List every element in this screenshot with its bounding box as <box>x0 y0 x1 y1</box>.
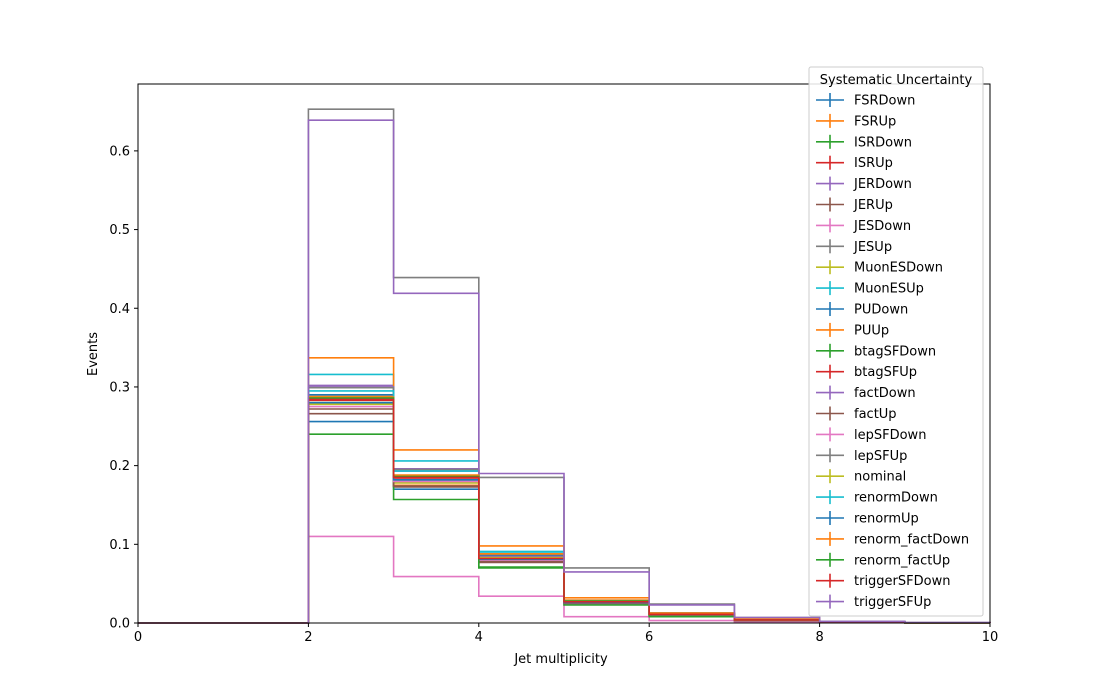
x-axis-label: Jet multiplicity <box>513 652 608 667</box>
y-tick-label: 0.1 <box>109 538 130 553</box>
legend-label: btagSFUp <box>854 365 917 380</box>
legend-label: triggerSFUp <box>854 595 931 610</box>
legend-item: factDown <box>816 385 916 401</box>
legend-box <box>808 66 984 617</box>
legend-item: triggerSFDown <box>816 573 950 589</box>
legend-item: PUDown <box>816 302 908 318</box>
legend-item: triggerSFUp <box>816 594 931 610</box>
legend-label: renormDown <box>854 491 938 506</box>
legend-entries: FSRDown FSRUp ISRDown ISRUp JERDown JERUp JESD… <box>816 93 969 610</box>
legend-item: renormDown <box>816 490 938 506</box>
legend-label: renorm_factDown <box>854 532 969 547</box>
legend-item: ISRDown <box>816 134 912 150</box>
legend-item: factUp <box>816 406 897 422</box>
legend-label: MuonESUp <box>854 282 924 297</box>
y-tick-label: 0.2 <box>109 459 130 474</box>
legend-label: JERDown <box>853 177 912 192</box>
legend-label: renormUp <box>854 512 919 527</box>
legend-item: JERDown <box>816 176 912 192</box>
legend-item: JESUp <box>816 239 892 255</box>
x-tick-label: 6 <box>645 630 653 645</box>
x-tick-label: 0 <box>134 630 142 645</box>
legend-item: lepSFUp <box>816 448 907 464</box>
legend-label: PUDown <box>854 303 908 318</box>
legend-label: FSRUp <box>854 114 896 129</box>
legend-label: JESUp <box>853 240 892 255</box>
legend-item: ISRUp <box>816 155 893 171</box>
legend-item: lepSFDown <box>816 427 926 443</box>
x-tick-label: 2 <box>304 630 312 645</box>
legend-item: btagSFUp <box>816 364 917 380</box>
x-tick-label: 8 <box>815 630 823 645</box>
y-tick-label: 0.0 <box>109 617 130 632</box>
y-tick-label: 0.3 <box>109 380 130 395</box>
legend-label: factDown <box>854 386 916 401</box>
legend-label: nominal <box>854 470 906 485</box>
legend-item: PUUp <box>816 322 889 338</box>
legend-item: FSRUp <box>816 113 896 129</box>
legend-label: PUUp <box>854 323 889 338</box>
legend-item: btagSFDown <box>816 343 936 359</box>
series-layer <box>138 108 991 624</box>
x-tick-label: 10 <box>982 630 999 645</box>
legend-item: renorm_factDown <box>816 531 969 547</box>
legend-label: btagSFDown <box>854 344 936 359</box>
legend: Systematic Uncertainty FSRDown FSRUp ISRDo… <box>808 66 984 617</box>
legend-label: ISRDown <box>854 135 912 150</box>
legend-label: lepSFUp <box>854 449 907 464</box>
legend-label: JERUp <box>853 198 893 213</box>
legend-label: MuonESDown <box>854 261 943 276</box>
legend-item: renormUp <box>816 511 919 527</box>
legend-item: MuonESDown <box>816 260 943 276</box>
legend-item: renorm_factUp <box>816 552 950 568</box>
legend-label: FSRDown <box>854 94 915 109</box>
y-tick-label: 0.6 <box>109 144 130 159</box>
x-axis: 0 2 4 6 8 10 <box>134 623 998 645</box>
plot-frame <box>137 83 991 624</box>
legend-label: ISRUp <box>854 156 893 171</box>
series-line-triggersfup <box>138 119 991 624</box>
x-tick-label: 4 <box>475 630 483 645</box>
legend-item: FSRDown <box>816 93 915 109</box>
legend-label: factUp <box>854 407 897 422</box>
y-axis: 0.0 0.1 0.2 0.3 0.4 0.5 0.6 <box>109 144 138 632</box>
legend-item: JESDown <box>816 218 911 234</box>
y-tick-label: 0.4 <box>109 302 130 317</box>
legend-label: JESDown <box>853 219 911 234</box>
legend-title: Systematic Uncertainty <box>820 73 973 88</box>
y-axis-label: Events <box>86 332 101 376</box>
legend-label: triggerSFDown <box>854 574 950 589</box>
y-tick-label: 0.5 <box>109 223 130 238</box>
legend-item: JERUp <box>816 197 893 213</box>
legend-label: lepSFDown <box>854 428 926 443</box>
legend-item: nominal <box>816 469 906 485</box>
legend-item: MuonESUp <box>816 281 924 297</box>
legend-label: renorm_factUp <box>854 553 950 568</box>
